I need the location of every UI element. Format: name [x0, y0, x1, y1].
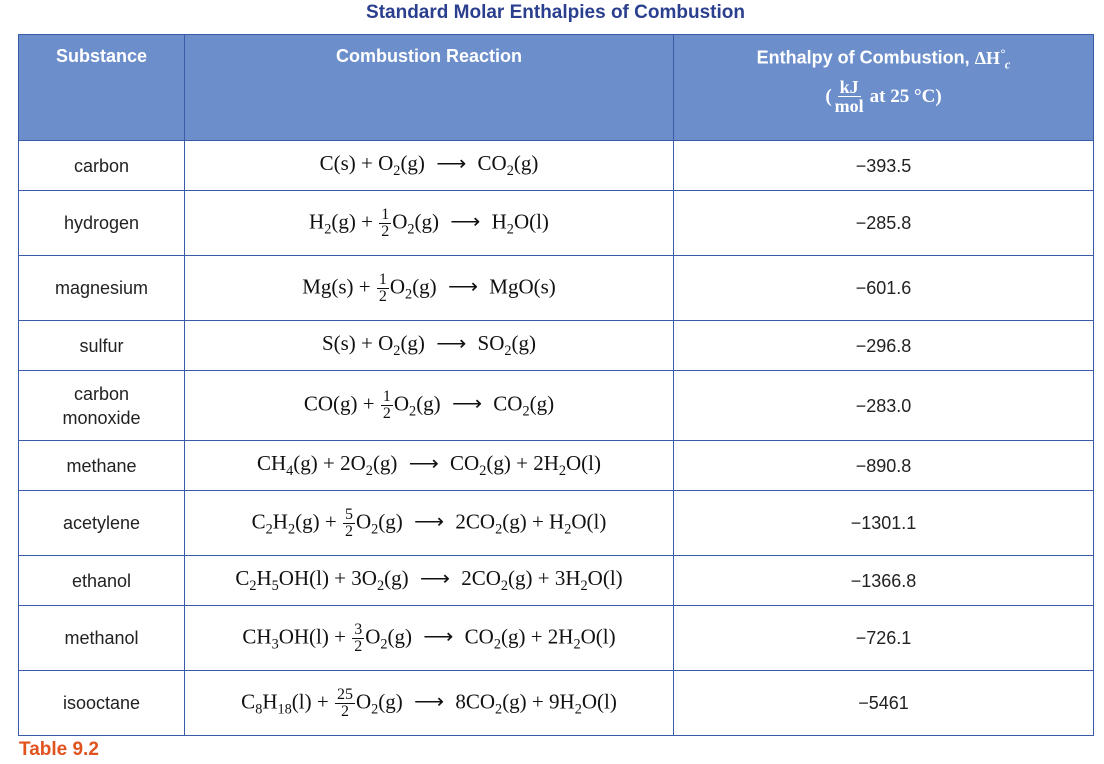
reaction-cell: CH4(g) + 2O2(g) ⟶ CO2(g) + 2H2O(l)	[184, 440, 674, 491]
header-enthalpy: Enthalpy of Combustion, ΔH°c ( kJ mol at…	[673, 34, 1094, 141]
reaction-cell: CH3OH(l) + 3 2 O2(g) ⟶ CO2(g) + 2H2O(l)	[184, 605, 674, 671]
table-title: Standard Molar Enthalpies of Combustion	[366, 2, 745, 23]
arrow-icon: ⟶	[451, 391, 483, 416]
enthalpy-cell: −296.8	[673, 320, 1094, 371]
reaction-cell: CO(g) + 1 2 O2(g) ⟶ CO2(g)	[184, 370, 674, 441]
substance-cell: magnesium	[18, 255, 185, 321]
substance-cell: methane	[18, 440, 185, 491]
arrow-icon: ⟶	[450, 208, 481, 233]
coefficient-fraction: 25 2	[334, 685, 355, 720]
unit-fraction: kJ mol	[834, 77, 864, 116]
arrow-icon: ⟶	[436, 151, 467, 175]
substance-cell: hydrogen	[18, 190, 185, 256]
reaction-cell: H2(g) + 1 2 O2(g) ⟶ H2O(l)	[184, 190, 674, 256]
reaction-cell: C(s) + O2(g) ⟶ CO2(g)	[184, 140, 674, 191]
reaction-cell: S(s) + O2(g) ⟶ SO2(g)	[184, 320, 674, 371]
substance-cell: carbon monoxide	[18, 370, 185, 441]
reaction-cell: Mg(s) + 1 2 O2(g) ⟶ MgO(s)	[184, 255, 674, 321]
arrow-icon: ⟶	[447, 273, 479, 298]
header-unit: ( kJ mol at 25 °C)	[825, 77, 942, 116]
reaction-cell: C2H5OH(l) + 3O2(g) ⟶ 2CO2(g) + 3H2O(l)	[184, 555, 674, 606]
reaction-cell: C2H2(g) + 5 2 O2(g) ⟶ 2CO2(g) + H2O(l)	[184, 490, 674, 556]
enthalpy-table: Substance Combustion Reaction Enthalpy o…	[18, 34, 1094, 736]
table-caption: Table 9.2	[19, 739, 99, 760]
enthalpy-cell: −285.8	[673, 190, 1094, 256]
table-row: ethanol C2H5OH(l) + 3O2(g) ⟶ 2CO2(g) + 3H…	[18, 555, 1094, 606]
enthalpy-cell: −283.0	[673, 370, 1094, 441]
substance-cell: sulfur	[18, 320, 185, 371]
enthalpy-cell: −890.8	[673, 440, 1094, 491]
substance-cell: isooctane	[18, 670, 185, 736]
enthalpy-cell: −1366.8	[673, 555, 1094, 606]
enthalpy-cell: −5461	[673, 670, 1094, 736]
arrow-icon: ⟶	[414, 688, 445, 713]
table-row: hydrogen H2(g) + 1 2 O2(g) ⟶ H2O(l) −285.8	[18, 190, 1094, 256]
enthalpy-cell: −393.5	[673, 140, 1094, 191]
enthalpy-symbol: ΔH°c	[974, 46, 1011, 71]
table-row: magnesium Mg(s) + 1 2 O2(g) ⟶ MgO(s) −601.6	[18, 255, 1094, 321]
header-row: Substance Combustion Reaction Enthalpy o…	[18, 34, 1094, 141]
header-enthalpy-label: Enthalpy of Combustion,	[756, 47, 970, 68]
reaction-cell: C8H18(l) + 25 2 O2(g) ⟶ 8CO2(g) + 9H2O(l)	[184, 670, 674, 736]
substance-cell: carbon	[18, 140, 185, 191]
arrow-icon: ⟶	[419, 566, 450, 590]
substance-cell: methanol	[18, 605, 185, 671]
substance-cell: acetylene	[18, 490, 185, 556]
header-substance: Substance	[18, 34, 185, 141]
table-row: carbon C(s) + O2(g) ⟶ CO2(g) −393.5	[18, 140, 1094, 191]
enthalpy-cell: −601.6	[673, 255, 1094, 321]
table-row: carbon monoxide CO(g) + 1 2 O2(g) ⟶ CO2(g) −…	[18, 370, 1094, 441]
enthalpy-cell: −1301.1	[673, 490, 1094, 556]
arrow-icon: ⟶	[408, 451, 439, 475]
table-row: acetylene C2H2(g) + 5 2 O2(g) ⟶ 2CO2(g) + H…	[18, 490, 1094, 556]
table-row: methanol CH3OH(l) + 3 2 O2(g) ⟶ CO2(g) + 2H…	[18, 605, 1094, 671]
arrow-icon: ⟶	[436, 331, 467, 355]
table-row: sulfur S(s) + O2(g) ⟶ SO2(g) −296.8	[18, 320, 1094, 371]
enthalpy-cell: −726.1	[673, 605, 1094, 671]
table-row: methane CH4(g) + 2O2(g) ⟶ CO2(g) + 2H2O(l…	[18, 440, 1094, 491]
header-reaction: Combustion Reaction	[184, 34, 674, 141]
table-row: isooctane C8H18(l) + 25 2 O2(g) ⟶ 8CO2(g) +…	[18, 670, 1094, 736]
substance-cell: ethanol	[18, 555, 185, 606]
arrow-icon: ⟶	[414, 508, 445, 533]
arrow-icon: ⟶	[423, 623, 454, 648]
